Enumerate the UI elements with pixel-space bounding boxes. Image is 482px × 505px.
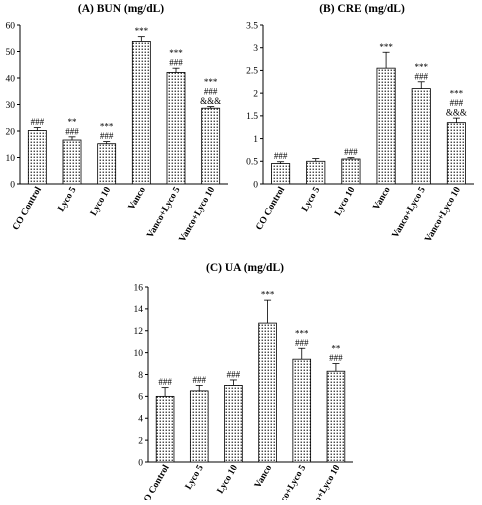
y-tick-label: 0 xyxy=(253,180,258,190)
x-tick-label: Vanco+Lyco 10 xyxy=(303,463,343,500)
significance-label: *** xyxy=(415,62,429,72)
y-tick-label: 30 xyxy=(6,101,16,111)
y-tick-label: 2 xyxy=(253,89,258,99)
significance-label: ### xyxy=(227,369,241,379)
y-tick-label: 4 xyxy=(138,415,143,425)
significance-label: *** xyxy=(295,328,309,338)
x-tick-label: Vanco+Lyco 5 xyxy=(145,185,182,240)
bar xyxy=(341,158,361,185)
y-tick-label: 50 xyxy=(6,48,16,58)
x-tick-label: Lyco 5 xyxy=(300,185,322,213)
bar xyxy=(258,322,277,463)
y-tick-label: 0 xyxy=(10,180,15,190)
x-tick-label: Lyco 10 xyxy=(216,463,240,495)
bar xyxy=(201,107,221,185)
x-tick-label: Lyco 5 xyxy=(184,463,206,491)
significance-label: *** xyxy=(450,89,464,99)
y-tick-label: 2 xyxy=(138,436,143,446)
x-tick-label: Vanco+Lyco 10 xyxy=(178,185,218,244)
significance-label: &&& xyxy=(446,108,467,118)
x-tick-label: CO Control xyxy=(254,185,287,232)
x-tick-label: Lyco 5 xyxy=(57,185,79,213)
bar xyxy=(155,395,175,463)
bar xyxy=(166,72,186,185)
significance-label: ### xyxy=(415,71,429,81)
significance-label: *** xyxy=(169,48,183,58)
bar xyxy=(62,139,82,185)
significance-label: *** xyxy=(100,122,114,132)
y-tick-label: 60 xyxy=(6,21,16,31)
x-tick-label: CO Control xyxy=(11,185,44,232)
significance-label: ### xyxy=(169,58,183,68)
y-tick-label: 8 xyxy=(138,371,143,381)
y-tick-label: 12 xyxy=(134,327,144,337)
y-tick-label: 20 xyxy=(6,127,16,137)
y-tick-label: 2.5 xyxy=(246,67,258,77)
bar xyxy=(326,370,346,463)
significance-label: ### xyxy=(65,126,79,136)
significance-label: *** xyxy=(379,42,393,52)
bar xyxy=(271,163,291,185)
panel-bun: (A) BUN (mg/dL) 0 10 20 30 40 50 60 ### CO Contr… xyxy=(6,3,228,244)
significance-label: *** xyxy=(135,26,149,36)
x-tick-label: CO Control xyxy=(139,463,172,500)
y-tick-label: 1 xyxy=(253,135,258,145)
bar xyxy=(131,41,151,185)
bar xyxy=(189,390,209,463)
y-tick-label: 0 xyxy=(138,458,143,468)
significance-label: *** xyxy=(204,77,218,87)
y-tick-label: 40 xyxy=(6,74,16,84)
x-tick-label: Vanco xyxy=(253,463,274,490)
chart-title: (B) CRE (mg/dL) xyxy=(319,3,405,15)
significance-label: &&& xyxy=(200,96,221,106)
y-tick-label: 10 xyxy=(134,349,144,359)
y-tick-label: 16 xyxy=(134,283,144,293)
significance-label: ### xyxy=(344,147,358,157)
y-tick-label: 10 xyxy=(6,154,16,164)
chart-title: (C) UA (mg/dL) xyxy=(206,262,284,274)
y-tick-label: 6 xyxy=(138,393,143,403)
y-tick-label: 3.5 xyxy=(246,21,258,31)
significance-label: ### xyxy=(31,117,45,127)
y-tick-label: 0.5 xyxy=(246,158,258,168)
panel-ua: (C) UA (mg/dL) 0 2 4 6 8 10 12 14 16 ### CO Contro… xyxy=(134,262,353,505)
significance-label: ### xyxy=(100,131,114,141)
bar xyxy=(292,358,312,463)
bar xyxy=(306,160,326,185)
bar xyxy=(376,67,396,185)
x-tick-label: Vanco+Lyco 10 xyxy=(423,185,463,244)
x-tick-label: Lyco 10 xyxy=(333,185,357,217)
x-tick-label: Vanco xyxy=(127,185,148,212)
significance-label: ### xyxy=(450,98,464,108)
significance-label: ### xyxy=(329,353,343,363)
x-tick-label: Vanco+Lyco 5 xyxy=(391,185,428,240)
bar xyxy=(446,122,466,185)
significance-label: ### xyxy=(158,377,172,387)
x-tick-label: Vanco+Lyco 5 xyxy=(271,463,308,500)
chart-title: (A) BUN (mg/dL) xyxy=(78,3,164,15)
bar xyxy=(27,130,47,185)
y-tick-label: 14 xyxy=(134,305,144,315)
significance-label: ### xyxy=(274,151,288,161)
panel-cre: (B) CRE (mg/dL) 0 0.5 1 1.5 2 2.5 3 3.5 ### CO Co… xyxy=(246,3,474,244)
significance-label: ** xyxy=(331,344,341,354)
bar xyxy=(224,385,243,463)
bar xyxy=(97,143,117,185)
bar xyxy=(411,88,431,185)
significance-label: ### xyxy=(295,338,309,348)
y-tick-label: 1.5 xyxy=(246,112,258,122)
significance-label: *** xyxy=(261,290,275,300)
significance-label: ### xyxy=(204,87,218,97)
significance-label: ### xyxy=(193,375,207,385)
x-tick-label: Lyco 10 xyxy=(89,185,113,217)
significance-label: ** xyxy=(68,117,78,127)
y-tick-label: 3 xyxy=(253,44,258,54)
x-tick-label: Vanco xyxy=(372,185,393,212)
